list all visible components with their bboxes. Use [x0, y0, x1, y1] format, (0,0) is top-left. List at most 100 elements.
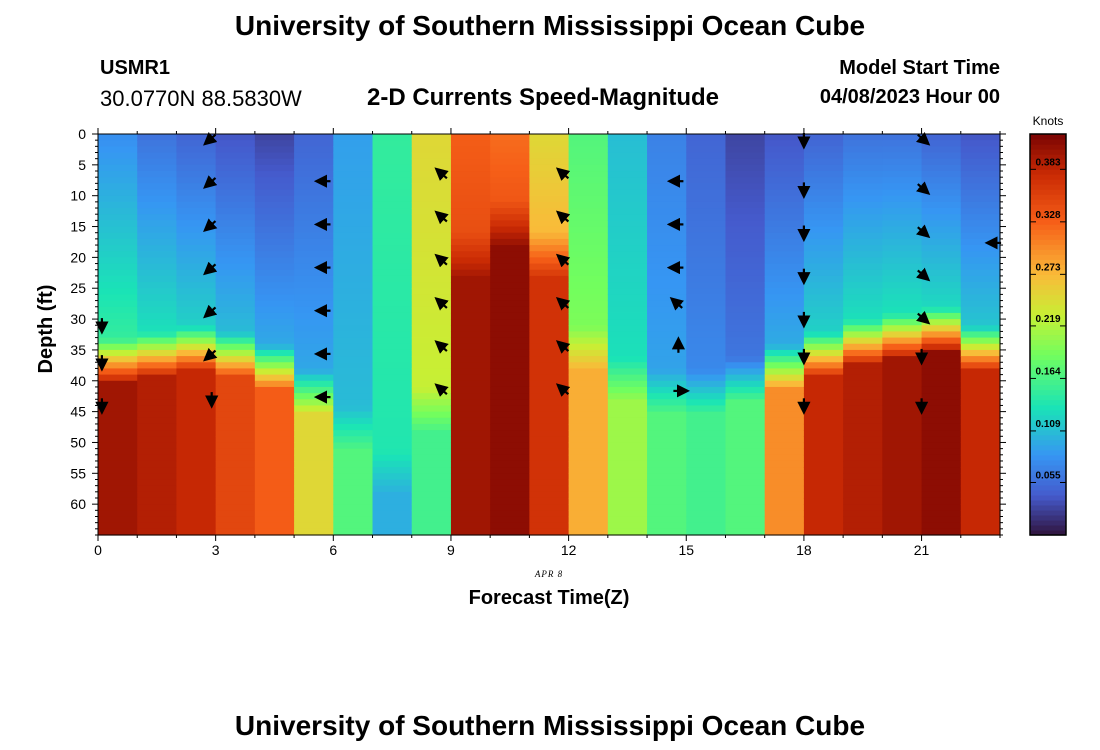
heatmap-cell [647, 232, 687, 240]
heatmap-cell [411, 300, 452, 308]
colorbar-cell [1030, 419, 1066, 426]
heatmap-cell [411, 454, 452, 462]
heatmap-cell [882, 460, 923, 468]
heatmap-cell [372, 337, 413, 345]
heatmap-cell [294, 485, 334, 493]
heatmap-cell [372, 522, 413, 530]
heatmap-cell [960, 405, 1001, 413]
heatmap-cell [450, 356, 491, 363]
heatmap-cell [529, 430, 570, 437]
heatmap-cell [960, 485, 1001, 493]
heatmap-cell [254, 417, 295, 425]
y-tick-label: 35 [70, 342, 86, 358]
heatmap-cell [647, 436, 687, 444]
heatmap-cell [333, 171, 374, 178]
heatmap-cell [725, 405, 766, 413]
heatmap-cell [803, 220, 844, 228]
heatmap-cell [411, 269, 452, 277]
heatmap-cell [843, 146, 883, 154]
heatmap-cell [450, 442, 491, 450]
colorbar-cell [1030, 424, 1066, 431]
heatmap-cell [764, 356, 805, 363]
heatmap-cell [686, 282, 727, 289]
heatmap-cell [176, 220, 217, 228]
heatmap-cell [372, 417, 413, 425]
heatmap-cell [294, 140, 334, 147]
heatmap-cell [921, 417, 962, 425]
heatmap-cell [294, 251, 334, 258]
heatmap-cell [176, 374, 217, 382]
heatmap-cell [568, 189, 609, 197]
heatmap-cell [215, 362, 256, 370]
heatmap-cell [137, 331, 178, 339]
heatmap-cell [764, 467, 805, 474]
heatmap-cell [137, 479, 178, 487]
heatmap-cell [725, 411, 766, 419]
heatmap-cell [843, 288, 883, 295]
heatmap-cell [254, 325, 295, 333]
heatmap-cell [607, 238, 648, 246]
heatmap-cell [254, 300, 295, 308]
heatmap-cell [568, 269, 609, 277]
heatmap-cell [843, 257, 883, 265]
heatmap-cell [960, 146, 1001, 154]
heatmap-cell [450, 140, 491, 147]
heatmap-cell [254, 393, 295, 400]
heatmap-cell [450, 504, 491, 511]
heatmap-cell [450, 380, 491, 388]
heatmap-cell [607, 368, 648, 376]
heatmap-cell [254, 497, 295, 505]
heatmap-cell [137, 510, 178, 518]
heatmap-cell [921, 399, 962, 407]
heatmap-cell [921, 411, 962, 419]
heatmap-cell [764, 146, 805, 154]
heatmap-cell [254, 275, 295, 283]
heatmap-cell [529, 473, 570, 481]
heatmap-cell [882, 306, 923, 314]
heatmap-cell [960, 152, 1001, 160]
heatmap-cell [294, 189, 334, 197]
heatmap-cell [294, 479, 334, 487]
heatmap-cell [529, 152, 570, 160]
current-arrow [203, 347, 218, 362]
heatmap-cell [411, 294, 452, 302]
heatmap-cell [686, 183, 727, 191]
colorbar-cell [1030, 389, 1066, 396]
colorbar-cell [1030, 329, 1066, 336]
heatmap-cell [450, 460, 491, 468]
heatmap-cell [254, 140, 295, 147]
heatmap-cell [137, 282, 178, 289]
heatmap-cell [843, 331, 883, 339]
heatmap-cell [254, 306, 295, 314]
heatmap-cell [372, 251, 413, 258]
heatmap-cell [882, 282, 923, 289]
heatmap-cell [725, 245, 766, 252]
colorbar-cell [1030, 304, 1066, 311]
colorbar-cell [1030, 194, 1066, 200]
heatmap-cell [137, 337, 178, 345]
heatmap-cell [882, 399, 923, 407]
heatmap-cell [647, 448, 687, 456]
heatmap-cell [725, 504, 766, 511]
colorbar-cell [1030, 399, 1066, 406]
heatmap-cell [843, 245, 883, 252]
colorbar-cell [1030, 529, 1066, 536]
heatmap-cell [254, 220, 295, 228]
heatmap-cell [725, 356, 766, 363]
heatmap-cell [607, 448, 648, 456]
heatmap-cell [372, 386, 413, 394]
heatmap-cell [254, 282, 295, 289]
heatmap [98, 134, 1001, 536]
heatmap-cell [882, 386, 923, 394]
heatmap-cell [411, 177, 452, 184]
heatmap-cell [450, 405, 491, 413]
colorbar-cell [1030, 414, 1066, 421]
heatmap-cell [137, 491, 178, 499]
heatmap-cell [490, 300, 530, 308]
colorbar-tick-label: 0.383 [1035, 157, 1060, 168]
heatmap-cell [725, 386, 766, 394]
heatmap-cell [686, 405, 727, 413]
heatmap-cell [254, 386, 295, 394]
heatmap-cell [98, 183, 138, 191]
heatmap-cell [882, 423, 923, 431]
